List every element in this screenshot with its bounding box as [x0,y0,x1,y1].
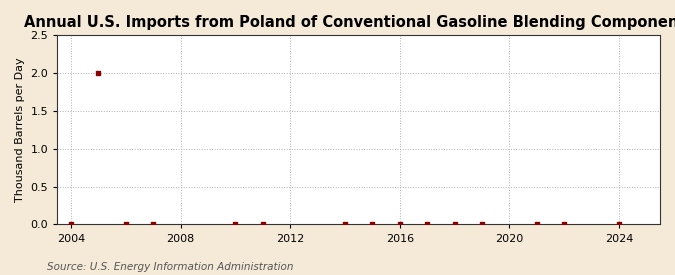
Point [477,222,487,227]
Text: Source: U.S. Energy Information Administration: Source: U.S. Energy Information Administ… [47,262,294,271]
Title: Annual U.S. Imports from Poland of Conventional Gasoline Blending Components: Annual U.S. Imports from Poland of Conve… [24,15,675,30]
Point [340,222,350,227]
Y-axis label: Thousand Barrels per Day: Thousand Barrels per Day [15,57,25,202]
Point [394,222,405,227]
Point [559,222,570,227]
Point [531,222,542,227]
Point [449,222,460,227]
Point [614,222,624,227]
Point [93,71,104,75]
Point [230,222,241,227]
Point [422,222,433,227]
Point [120,222,131,227]
Point [65,222,76,227]
Point [367,222,378,227]
Point [148,222,159,227]
Point [257,222,268,227]
